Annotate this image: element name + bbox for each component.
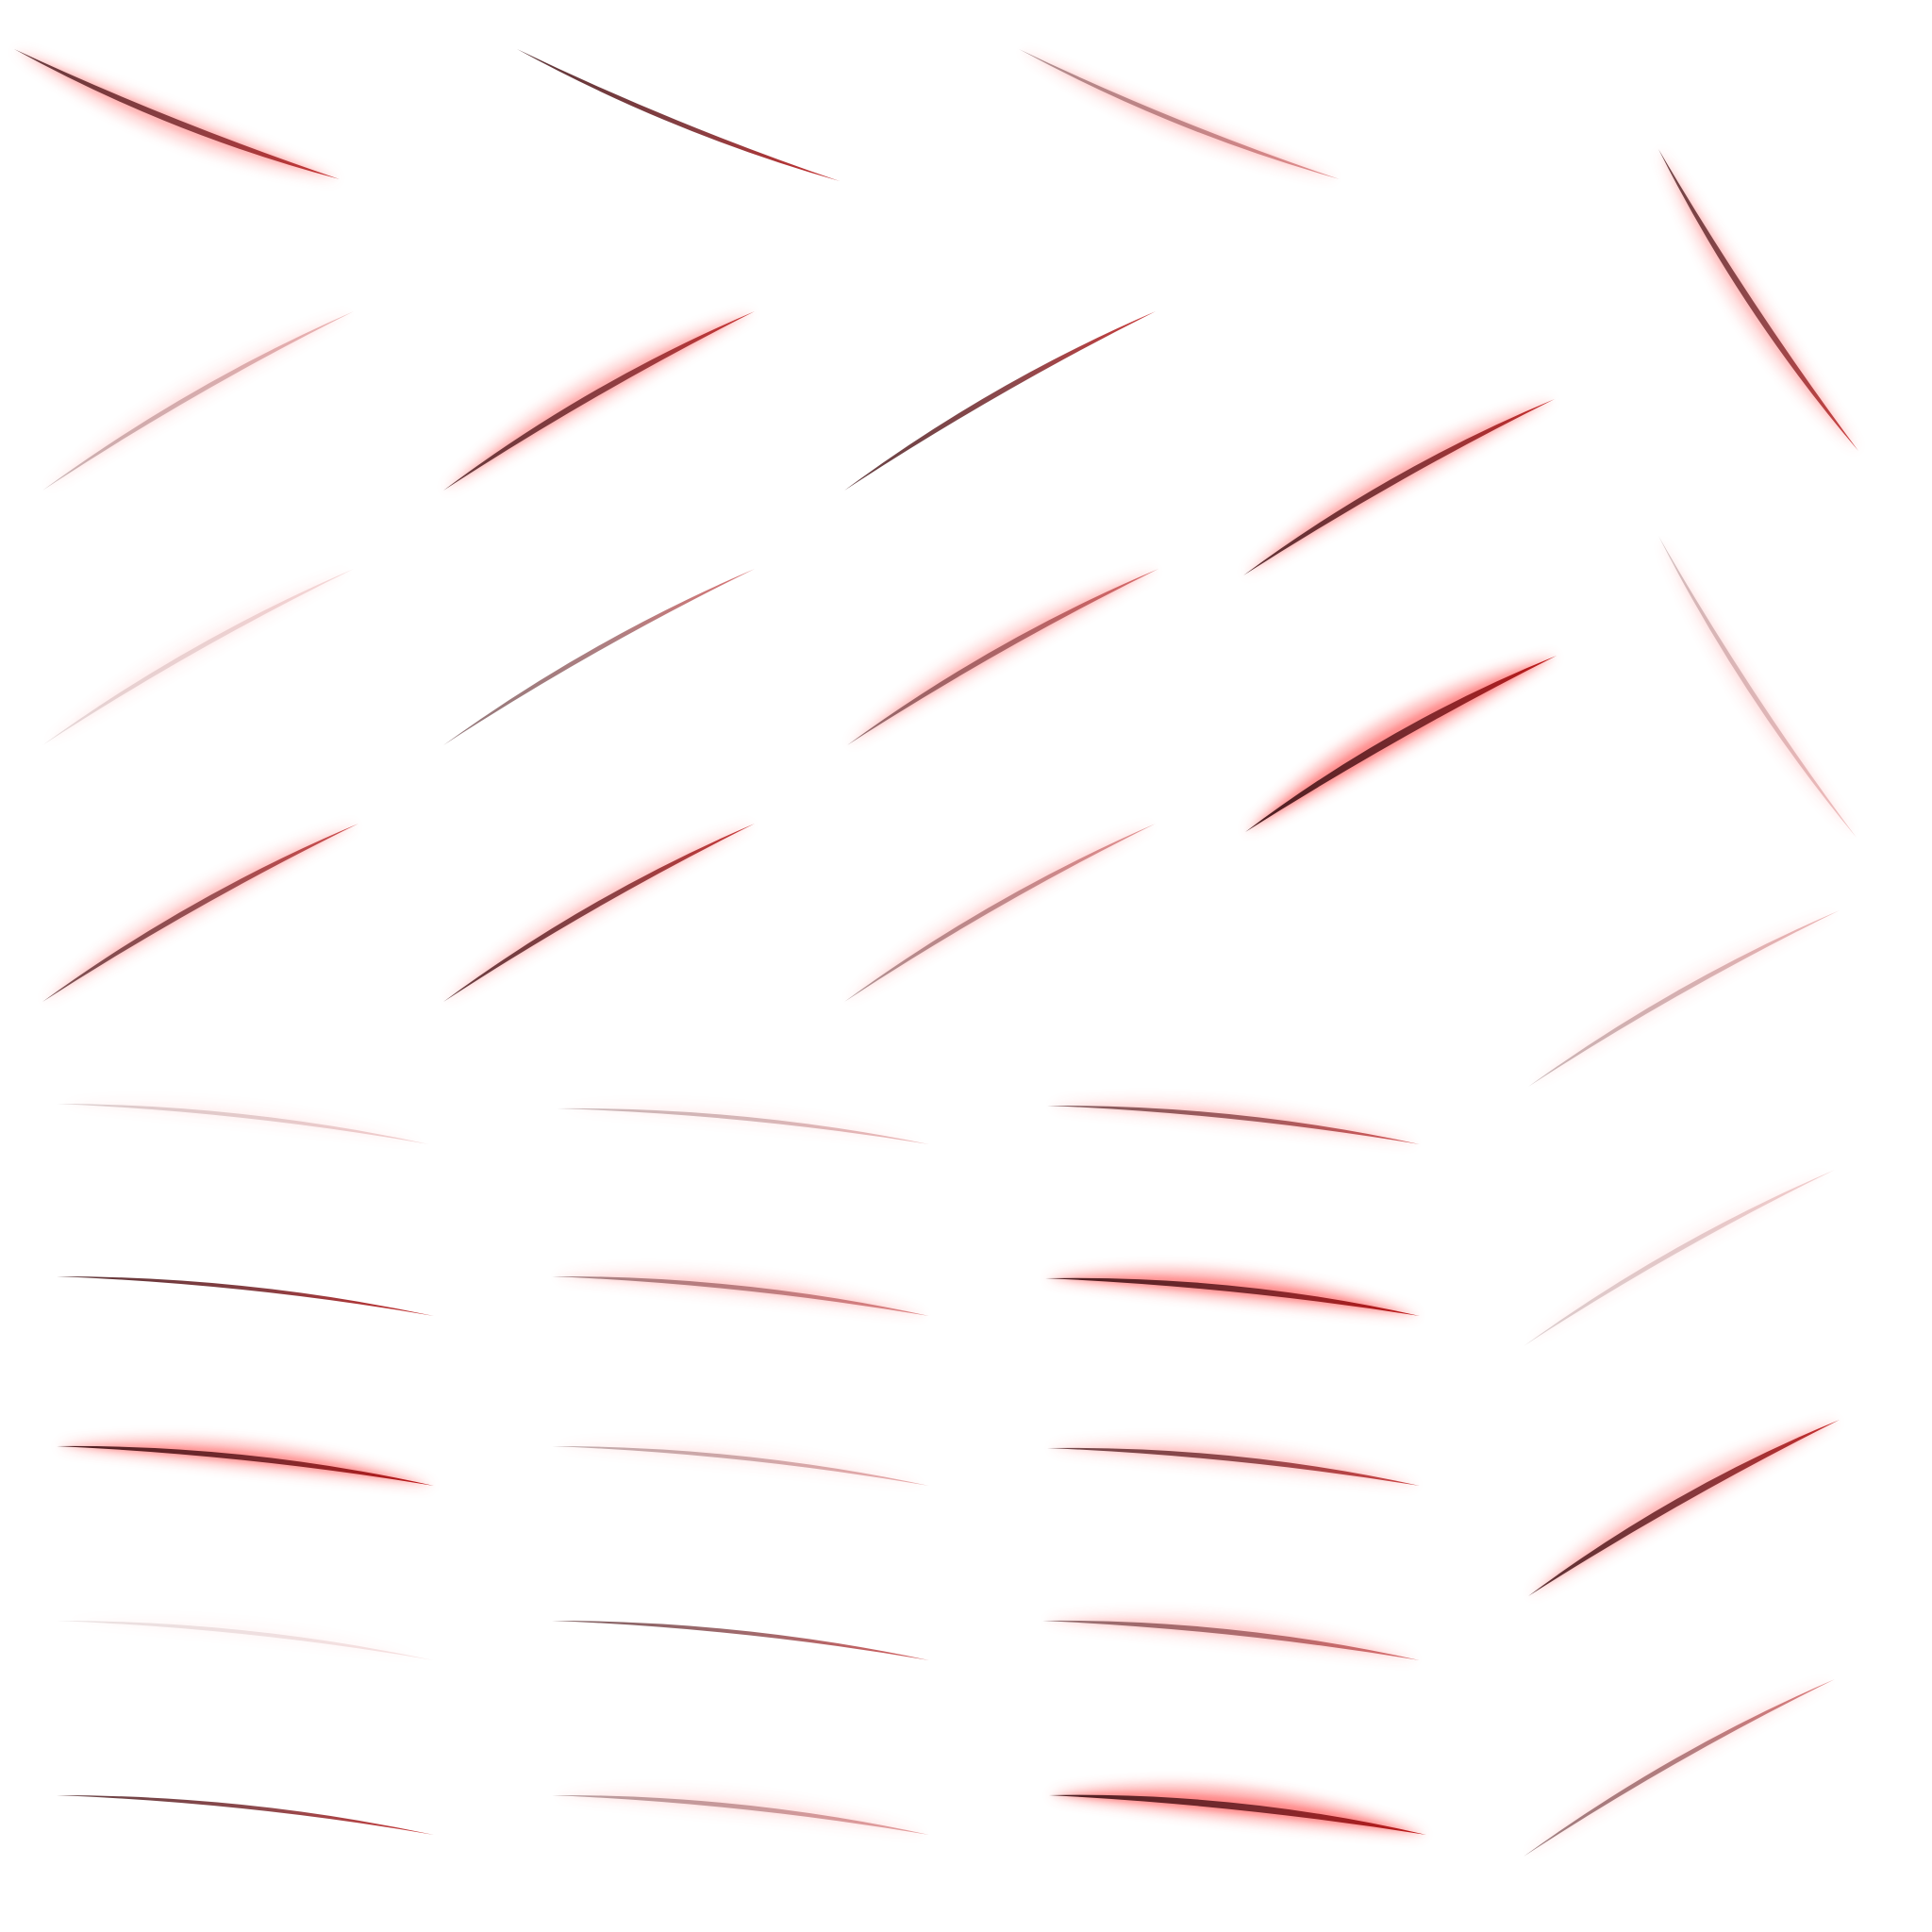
slash-glow-inner: [1042, 1619, 1420, 1660]
slash-sprite: [517, 49, 840, 181]
slash-sprite: [1528, 1420, 1840, 1596]
slash-sprite: [1019, 49, 1340, 179]
slash-glow: [844, 824, 1156, 1002]
slash-glow: [1658, 536, 1857, 838]
slash-sprite: [847, 569, 1158, 745]
slash-sprite: [57, 1621, 434, 1660]
slash-sprite: [1049, 1784, 1426, 1835]
slash-glow: [443, 311, 755, 491]
slash-glow: [443, 824, 755, 1002]
slash-sprite: [1524, 1679, 1835, 1857]
slash-sprite: [57, 1100, 429, 1144]
slash-glow-inner: [1047, 1104, 1420, 1144]
slash-sprite: [42, 311, 354, 491]
slash-glow: [42, 569, 354, 745]
slash-sprite: [443, 311, 755, 491]
slash-sprite: [552, 1271, 929, 1316]
slash-sprite: [552, 1790, 929, 1835]
slash-sprite: [1042, 1613, 1420, 1660]
slash-sprite: [1047, 1100, 1420, 1144]
slash-sprite: [1658, 536, 1857, 838]
slash-glow: [847, 569, 1158, 745]
slash-sprite: [42, 824, 358, 1002]
slash-sprite: [42, 569, 354, 745]
slash-core: [57, 1795, 434, 1835]
slash-glow: [57, 1100, 429, 1144]
slash-sprite: [14, 49, 340, 179]
slash-glow: [1019, 49, 1340, 179]
slash-glow: [557, 1104, 929, 1144]
slash-sprite: [57, 1795, 434, 1835]
slash-glow-inner: [552, 1445, 929, 1486]
slash-core: [517, 49, 840, 181]
slash-glow: [1528, 910, 1840, 1087]
slash-glow-inner: [57, 1444, 434, 1486]
slash-sprite: [1243, 399, 1555, 575]
slash-glow: [1245, 656, 1557, 832]
slash-sprite: [1658, 149, 1858, 451]
slash-sprite: [844, 311, 1156, 491]
slash-sprite: [1245, 656, 1557, 832]
slash-core: [552, 1621, 929, 1660]
slash-glow: [1524, 1679, 1835, 1857]
slash-glow: [42, 311, 354, 491]
slash-core: [443, 569, 755, 745]
slash-sprite: [443, 824, 755, 1002]
slash-glow: [1658, 149, 1858, 451]
slash-sprite: [57, 1276, 434, 1316]
slash-glow-inner: [552, 1793, 929, 1835]
slash-glow: [14, 49, 340, 179]
slash-sprite: [557, 1104, 929, 1144]
slash-glow: [42, 824, 358, 1002]
slash-glow: [1524, 1170, 1835, 1346]
slash-core: [844, 311, 1156, 491]
slash-sprite: [552, 1442, 929, 1486]
slash-core: [57, 1276, 434, 1316]
slash-sprite: [552, 1621, 929, 1660]
slash-glow-inner: [1049, 1791, 1426, 1835]
slash-glow: [1528, 1420, 1840, 1596]
slash-sprite: [443, 569, 755, 745]
slash-glow: [552, 1442, 929, 1486]
slash-sprite: [844, 824, 1156, 1002]
slash-glow-inner: [1047, 1446, 1420, 1486]
slash-glow-inner: [552, 1274, 929, 1316]
slash-sprite: [1524, 1170, 1835, 1346]
slash-sprite: [1528, 910, 1840, 1087]
slash-sprite: [1047, 1441, 1420, 1486]
slash-sprite: [57, 1439, 434, 1486]
slash-glow: [1243, 399, 1555, 575]
slash-sprite: [1045, 1269, 1420, 1316]
